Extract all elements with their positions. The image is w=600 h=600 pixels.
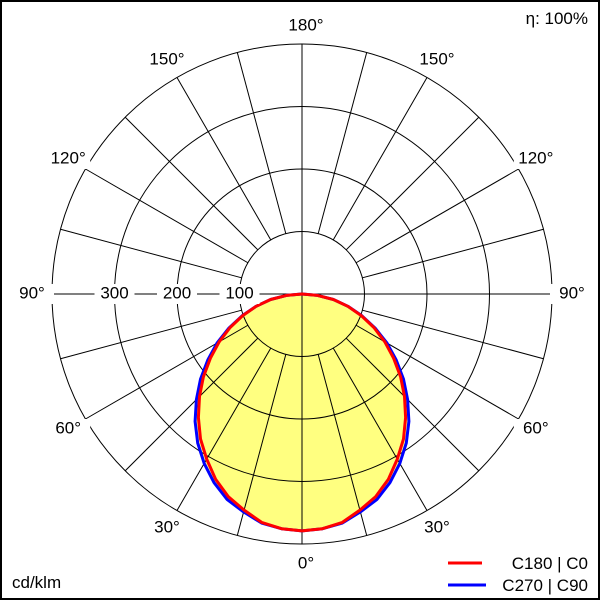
legend-label-c180-c0: C180 | C0 (512, 554, 588, 573)
grid-radial-line (332, 347, 428, 511)
grid-radial-line (345, 337, 480, 472)
legend-label-c270-c90: C270 | C90 (502, 576, 588, 595)
angle-label-180: 180° (288, 15, 323, 34)
grid-radial-line (362, 228, 544, 279)
grid-radial-line (176, 347, 272, 511)
angle-label-150-left: 150° (149, 50, 184, 69)
grid-radial-line (85, 168, 249, 264)
angle-label-bg (46, 149, 91, 169)
grid-radial-line (317, 354, 368, 536)
grid-radial-line (362, 309, 544, 360)
angle-label-90-left: 90° (19, 283, 45, 302)
angle-label-bg (415, 50, 459, 71)
r-label-bg (157, 284, 197, 304)
angle-label-60-right: 60° (523, 418, 549, 437)
angle-label-120-left: 120° (51, 148, 86, 167)
grid-radial-line (345, 116, 480, 251)
grid-radial-line (332, 77, 428, 241)
efficiency-label: η: 100% (526, 9, 588, 28)
angle-label-bg (145, 50, 189, 71)
grid-radial-line (236, 354, 287, 536)
grid-radial-line (60, 228, 242, 279)
grid-radial-line (124, 337, 259, 472)
angle-label-0: 0° (298, 553, 314, 572)
angle-label-bg (513, 419, 558, 439)
r-tick-label-100: 100 (225, 283, 253, 302)
angle-label-30-left: 30° (154, 517, 180, 536)
angle-label-bg (415, 517, 459, 538)
angle-label-150-right: 150° (419, 50, 454, 69)
r-label-bg (219, 284, 260, 304)
unit-label: cd/klm (12, 573, 61, 592)
r-tick-label-300: 300 (100, 283, 128, 302)
angle-label-bg (280, 554, 324, 574)
angle-label-bg (280, 16, 324, 36)
grid-radial-line (355, 168, 519, 264)
angle-label-30-right: 30° (424, 517, 450, 536)
grid-radial-line (60, 309, 242, 360)
angle-label-bg (513, 149, 558, 169)
angle-label-bg (550, 284, 594, 304)
r-label-bg (94, 284, 135, 304)
angle-label-120-right: 120° (518, 148, 553, 167)
curve-c180-c0 (196, 292, 408, 533)
angle-label-90-right: 90° (559, 283, 585, 302)
grid-radial-line (236, 52, 287, 234)
angle-label-bg (46, 419, 91, 439)
angle-label-bg (145, 517, 189, 538)
grid-radial-line (317, 52, 368, 234)
grid-radial-line (124, 116, 259, 251)
angle-label-60-left: 60° (55, 418, 81, 437)
angle-label-bg (10, 284, 54, 304)
grid-radial-line (176, 77, 272, 241)
r-tick-label-200: 200 (163, 283, 191, 302)
